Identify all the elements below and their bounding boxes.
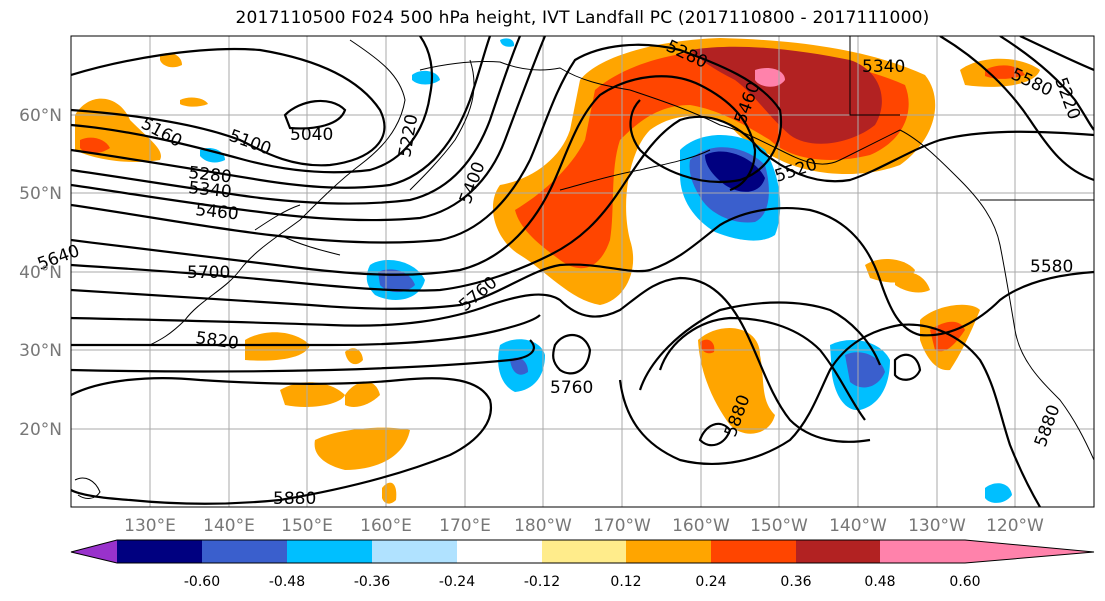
contour-label: 5760 [550,378,593,398]
colorbar-tick-label: 0.48 [864,574,895,590]
lon-label: 140°W [829,516,887,536]
contour-label: 5040 [290,125,333,145]
colorbar-segment [117,540,202,563]
colorbar-segment [457,540,542,563]
lon-label: 160°E [360,516,412,536]
contour-label: 5460 [194,200,239,224]
colorbar-segment [626,540,711,563]
lat-label: 40°N [19,263,62,283]
lon-label: 120°W [986,516,1044,536]
colorbar-tick-label: -0.60 [184,574,220,590]
colorbar-tick-label: -0.36 [354,574,390,590]
graticule [71,36,1094,507]
colorbar-tick-label: 0.24 [695,574,726,590]
colorbar-tick-label: -0.48 [269,574,305,590]
lat-label: 60°N [19,106,62,126]
lon-label: 180°W [514,516,572,536]
colorbar-tick-label: 0.36 [780,574,811,590]
lon-label: 130°W [908,516,966,536]
colorbar-tick-label: -0.12 [524,574,560,590]
map-title: 2017110500 F024 500 hPa height, IVT Land… [235,8,930,28]
colorbar-tick-label: 0.60 [949,574,980,590]
ivt-max-region [690,46,882,144]
colorbar-segment [880,540,965,563]
longitude-labels: 130°E 140°E 150°E 160°E 170°E 180°W 170°… [124,516,1044,536]
coastlines [74,36,1094,499]
lon-label: 170°E [439,516,491,536]
colorbar-outline [70,539,1095,564]
ivt-shading [75,38,1040,504]
contour-label: 5880 [273,489,316,509]
lat-label: 30°N [19,341,62,361]
lon-label: 150°E [281,516,333,536]
colorbar-segment [796,540,880,563]
lon-label: 140°E [203,516,255,536]
colorbar-segment [542,540,626,563]
contour-label: 5340 [187,178,232,202]
height-contours [71,36,1094,507]
colorbar-tick-label: -0.24 [439,574,475,590]
contour-label: 5340 [862,57,905,77]
lon-label: 160°W [672,516,730,536]
plot-frame [70,35,1095,508]
lon-label: 150°W [750,516,808,536]
colorbar-segment [711,540,796,563]
colorbar-tick-label: 0.12 [610,574,641,590]
contour-label: 5700 [187,263,230,283]
contour-label: 5280 [187,163,232,187]
contour-label: 5580 [1030,257,1073,277]
lat-label: 50°N [19,184,62,204]
colorbar-segment [372,540,457,563]
lat-label: 20°N [19,420,62,440]
colorbar-segment [202,540,287,563]
colorbar-extend-low [71,540,117,563]
colorbar: -0.60 -0.48 -0.36 -0.24 -0.12 0.12 0.24 … [70,539,1095,590]
colorbar-extend-high [965,540,1094,563]
lon-label: 130°E [124,516,176,536]
lon-label: 170°W [593,516,651,536]
latitude-labels: 60°N 50°N 40°N 30°N 20°N [19,106,62,440]
colorbar-segment [287,540,372,563]
ivt-peak [755,68,785,87]
